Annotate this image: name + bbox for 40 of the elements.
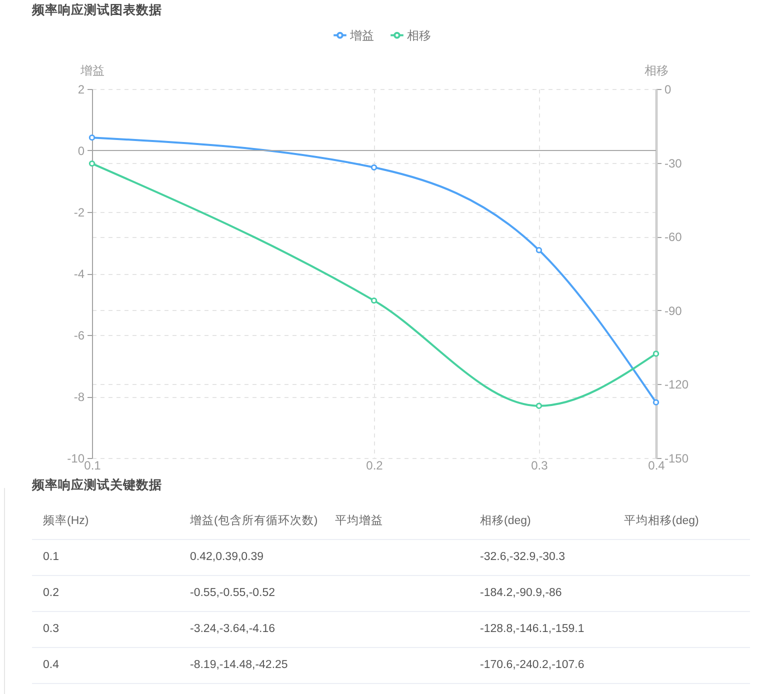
text: 频率响应测试关键数据 bbox=[32, 477, 162, 494]
text: 平均相移(deg) bbox=[613, 503, 750, 539]
text: 频率(Hz) bbox=[32, 503, 179, 539]
text: -3.24,-3.64,-4.16 bbox=[179, 611, 324, 647]
text: 增益(包含所有循环次数) bbox=[179, 503, 324, 539]
text: -32.6,-32.9,-30.3 bbox=[469, 539, 613, 575]
x-tick-label: 0.1 bbox=[84, 458, 102, 472]
text: -184.2,-90.9,-86 bbox=[469, 575, 613, 611]
legend-label: 相移 bbox=[407, 28, 431, 42]
x-tick-label: 0.4 bbox=[648, 458, 666, 472]
y-tick-label: -8 bbox=[74, 390, 85, 404]
y2-tick-label: -90 bbox=[664, 304, 682, 318]
y-tick-label: 2 bbox=[78, 82, 85, 96]
x-tick-label: 0.3 bbox=[531, 458, 548, 472]
y-tick-label: -4 bbox=[74, 267, 85, 281]
y2-tick-label: -60 bbox=[664, 230, 682, 244]
text: 0.3 bbox=[32, 611, 179, 647]
text: 0.42,0.39,0.39 bbox=[179, 539, 324, 575]
y2-tick-label: -30 bbox=[664, 156, 682, 170]
y2-tick-label: -150 bbox=[664, 452, 689, 466]
y2-axis-title: 相移 bbox=[644, 64, 668, 78]
y-tick-label: -10 bbox=[67, 452, 85, 466]
chart-title: 频率响应测试图表数据 bbox=[32, 2, 162, 19]
text: -170.6,-240.2,-107.6 bbox=[469, 647, 613, 683]
text: 0.2 bbox=[32, 575, 179, 611]
y2-tick-label: 0 bbox=[664, 82, 672, 96]
legend-label: 增益 bbox=[349, 28, 374, 42]
y-tick-label: 0 bbox=[78, 144, 85, 158]
text: 0.4 bbox=[32, 647, 179, 683]
y-axis-title: 增益 bbox=[80, 64, 104, 78]
y-tick-label: -2 bbox=[74, 206, 85, 220]
text: 相移(deg) bbox=[469, 503, 613, 539]
text: 平均增益 bbox=[324, 503, 469, 539]
x-tick-label: 0.2 bbox=[366, 458, 384, 472]
text: -8.19,-14.48,-42.25 bbox=[179, 647, 324, 683]
text: -128.8,-146.1,-159.1 bbox=[469, 611, 613, 647]
text: 0.1 bbox=[32, 539, 179, 575]
y-tick-label: -6 bbox=[74, 328, 85, 342]
text: -0.55,-0.55,-0.52 bbox=[179, 575, 324, 611]
y2-tick-label: -120 bbox=[664, 378, 689, 392]
